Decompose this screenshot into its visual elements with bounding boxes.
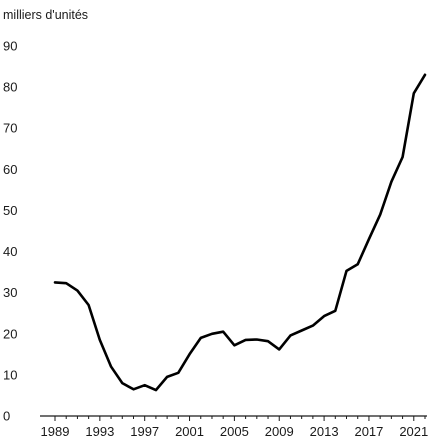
y-tick-label: 10 bbox=[3, 367, 17, 382]
data-point bbox=[277, 347, 282, 352]
y-tick-label: 40 bbox=[3, 244, 17, 259]
y-tick-label: 80 bbox=[3, 80, 17, 95]
data-point bbox=[97, 337, 102, 342]
y-tick-label: 70 bbox=[3, 121, 17, 136]
x-tick-label: 1989 bbox=[41, 424, 70, 439]
data-point bbox=[131, 387, 136, 392]
x-tick-label: 2013 bbox=[310, 424, 339, 439]
data-point bbox=[153, 388, 158, 393]
y-tick-label: 20 bbox=[3, 326, 17, 341]
data-point bbox=[210, 331, 215, 336]
data-point bbox=[86, 303, 91, 308]
data-point bbox=[400, 155, 405, 160]
data-point bbox=[120, 381, 125, 386]
data-point bbox=[310, 323, 315, 328]
data-point bbox=[221, 329, 226, 334]
y-tick-label: 90 bbox=[3, 39, 17, 54]
x-tick-label: 2005 bbox=[220, 424, 249, 439]
data-point bbox=[344, 268, 349, 273]
x-tick-label: 1997 bbox=[130, 424, 159, 439]
data-point bbox=[266, 339, 271, 344]
data-point bbox=[243, 337, 248, 342]
data-point bbox=[389, 179, 394, 184]
series-line bbox=[53, 73, 427, 392]
data-point bbox=[64, 281, 69, 286]
data-point bbox=[75, 288, 80, 293]
x-tick-label: 2021 bbox=[399, 424, 428, 439]
y-tick-label: 0 bbox=[3, 409, 10, 424]
x-tick-label: 2017 bbox=[354, 424, 383, 439]
y-axis: 0 10 20 30 40 50 60 70 80 90 bbox=[3, 39, 17, 424]
data-point bbox=[423, 72, 428, 77]
x-tick-label: 1993 bbox=[85, 424, 114, 439]
data-point bbox=[142, 383, 147, 388]
x-axis: 1989 1993 1997 2001 2005 2009 2013 2017 2021 bbox=[40, 415, 428, 439]
data-point bbox=[254, 337, 259, 342]
y-tick-label: 60 bbox=[3, 162, 17, 177]
data-point bbox=[299, 328, 304, 333]
y-tick-label: 50 bbox=[3, 203, 17, 218]
data-point bbox=[198, 335, 203, 340]
data-point bbox=[366, 237, 371, 242]
data-point bbox=[232, 343, 237, 348]
data-point bbox=[187, 352, 192, 357]
data-point bbox=[176, 370, 181, 375]
data-point bbox=[411, 91, 416, 96]
data-point bbox=[355, 262, 360, 267]
data-point bbox=[109, 364, 114, 369]
y-tick-label: 30 bbox=[3, 285, 17, 300]
data-point bbox=[322, 314, 327, 319]
data-point bbox=[288, 333, 293, 338]
data-point bbox=[333, 308, 338, 313]
data-point bbox=[53, 280, 58, 285]
data-point bbox=[378, 212, 383, 217]
x-tick-label: 2009 bbox=[265, 424, 294, 439]
x-tick-label: 2001 bbox=[175, 424, 204, 439]
unit-label: milliers d'unités bbox=[3, 8, 88, 22]
plot-area bbox=[53, 72, 428, 393]
data-point bbox=[165, 374, 170, 379]
